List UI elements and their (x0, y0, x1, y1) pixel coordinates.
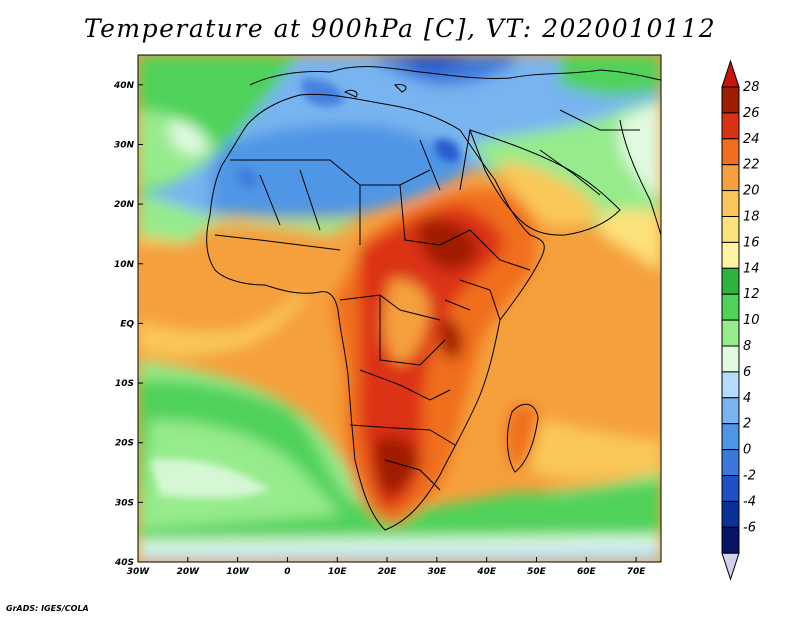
colorbar-swatch (721, 449, 740, 477)
lon-tick-label: 40E (476, 567, 497, 577)
colorbar-swatch (721, 475, 740, 502)
country-border (259, 169, 361, 245)
colorbar-label: 18 (743, 210, 760, 225)
lon-tick-label: 20E (378, 567, 398, 577)
mediterranean-islands (343, 84, 407, 98)
lat-tick-label: 30N (114, 140, 135, 150)
lon-tick-label: 70E (627, 567, 647, 577)
grads-credit: GrADS: IGES/COLA (6, 604, 89, 613)
colorbar-swatch (721, 112, 740, 140)
lon-tick-label: 0 (284, 567, 290, 577)
map-frame (137, 54, 662, 563)
lat-tick-label: EQ (120, 319, 134, 329)
colorbar-swatch (721, 423, 740, 451)
colorbar-label: -4 (743, 494, 756, 509)
country-border (539, 109, 640, 196)
colorbar-swatch (721, 267, 740, 295)
colorbar-label: 6 (743, 365, 751, 380)
africa-coastline (206, 93, 545, 531)
country-border (384, 459, 441, 491)
country-border (399, 184, 471, 246)
country-border (419, 129, 471, 191)
country-border (444, 279, 501, 321)
lon-tick-label: 60E (577, 567, 597, 577)
colorbar-label: 8 (743, 339, 751, 354)
country-border (379, 295, 446, 366)
lon-tick-label: 10E (328, 567, 348, 577)
lat-tick-label: 40S (114, 558, 134, 568)
country-border (359, 369, 451, 401)
europe-coast (249, 66, 661, 86)
colorbar-label: 16 (743, 235, 760, 250)
colorbar-swatch (721, 345, 740, 373)
coastlines (206, 66, 661, 531)
colorbar-label: 28 (743, 80, 760, 95)
colorbar-label: 26 (743, 106, 760, 121)
colorbar-label: 20 (743, 184, 760, 199)
colorbar-swatch (721, 371, 740, 399)
colorbar-swatch (721, 500, 740, 528)
country-border (469, 229, 531, 271)
lon-tick-label: 20W (177, 567, 201, 577)
colorbar-label: 22 (743, 158, 760, 173)
colorbar-top-cap (721, 59, 740, 88)
colorbar-label: 14 (743, 261, 760, 276)
colorbar-swatch (721, 86, 740, 114)
country-border (339, 294, 441, 321)
colorbar-label: 2 (743, 417, 751, 432)
lon-axis: 30W 20W 10W 0 10E 20E 30E 40E 50E 60E 70E (127, 557, 647, 577)
colorbar-label: -2 (743, 469, 756, 484)
lat-tick-label: 20N (114, 200, 135, 210)
colorbar-swatch (721, 138, 740, 166)
colorbar-swatch (721, 241, 740, 269)
colorbar-swatch (721, 397, 740, 425)
lat-tick-label: 20S (115, 439, 134, 449)
lat-axis: 40N 30N 20N 10N EQ 10S 20S 30S 40S (113, 81, 143, 568)
colorbar-label: 4 (743, 391, 751, 406)
colorbar-label: 10 (743, 313, 760, 328)
lon-tick-label: 50E (527, 567, 547, 577)
lat-tick-label: 10N (114, 260, 135, 270)
country-border (214, 234, 341, 251)
lon-tick-label: 30W (127, 567, 151, 577)
colorbar-swatch (721, 190, 740, 218)
colorbar-label: 0 (743, 443, 751, 458)
country-border (349, 424, 456, 446)
arabia-coast (469, 129, 621, 236)
lon-tick-label: 10W (226, 567, 250, 577)
lat-tick-label: 10S (115, 379, 134, 389)
colorbar-swatch (721, 526, 740, 554)
lon-tick-label: 30E (428, 567, 448, 577)
temperature-field (138, 55, 661, 562)
colorbar-label: 24 (743, 132, 760, 147)
india-coast (619, 119, 661, 236)
colorbar-swatch (721, 164, 740, 192)
colorbar-bottom-cap (721, 552, 740, 581)
colorbar-label: 12 (743, 287, 760, 302)
madagascar-coast (507, 403, 539, 473)
map-title: Temperature at 900hPa [C], VT: 202001011… (83, 14, 717, 43)
colorbar-swatch (721, 293, 740, 321)
colorbar-swatch (721, 216, 740, 243)
colorbar-label: -6 (743, 520, 756, 535)
colorbar-swatch (721, 319, 740, 347)
lat-tick-label: 40N (113, 81, 135, 91)
lat-tick-label: 30S (115, 498, 134, 508)
